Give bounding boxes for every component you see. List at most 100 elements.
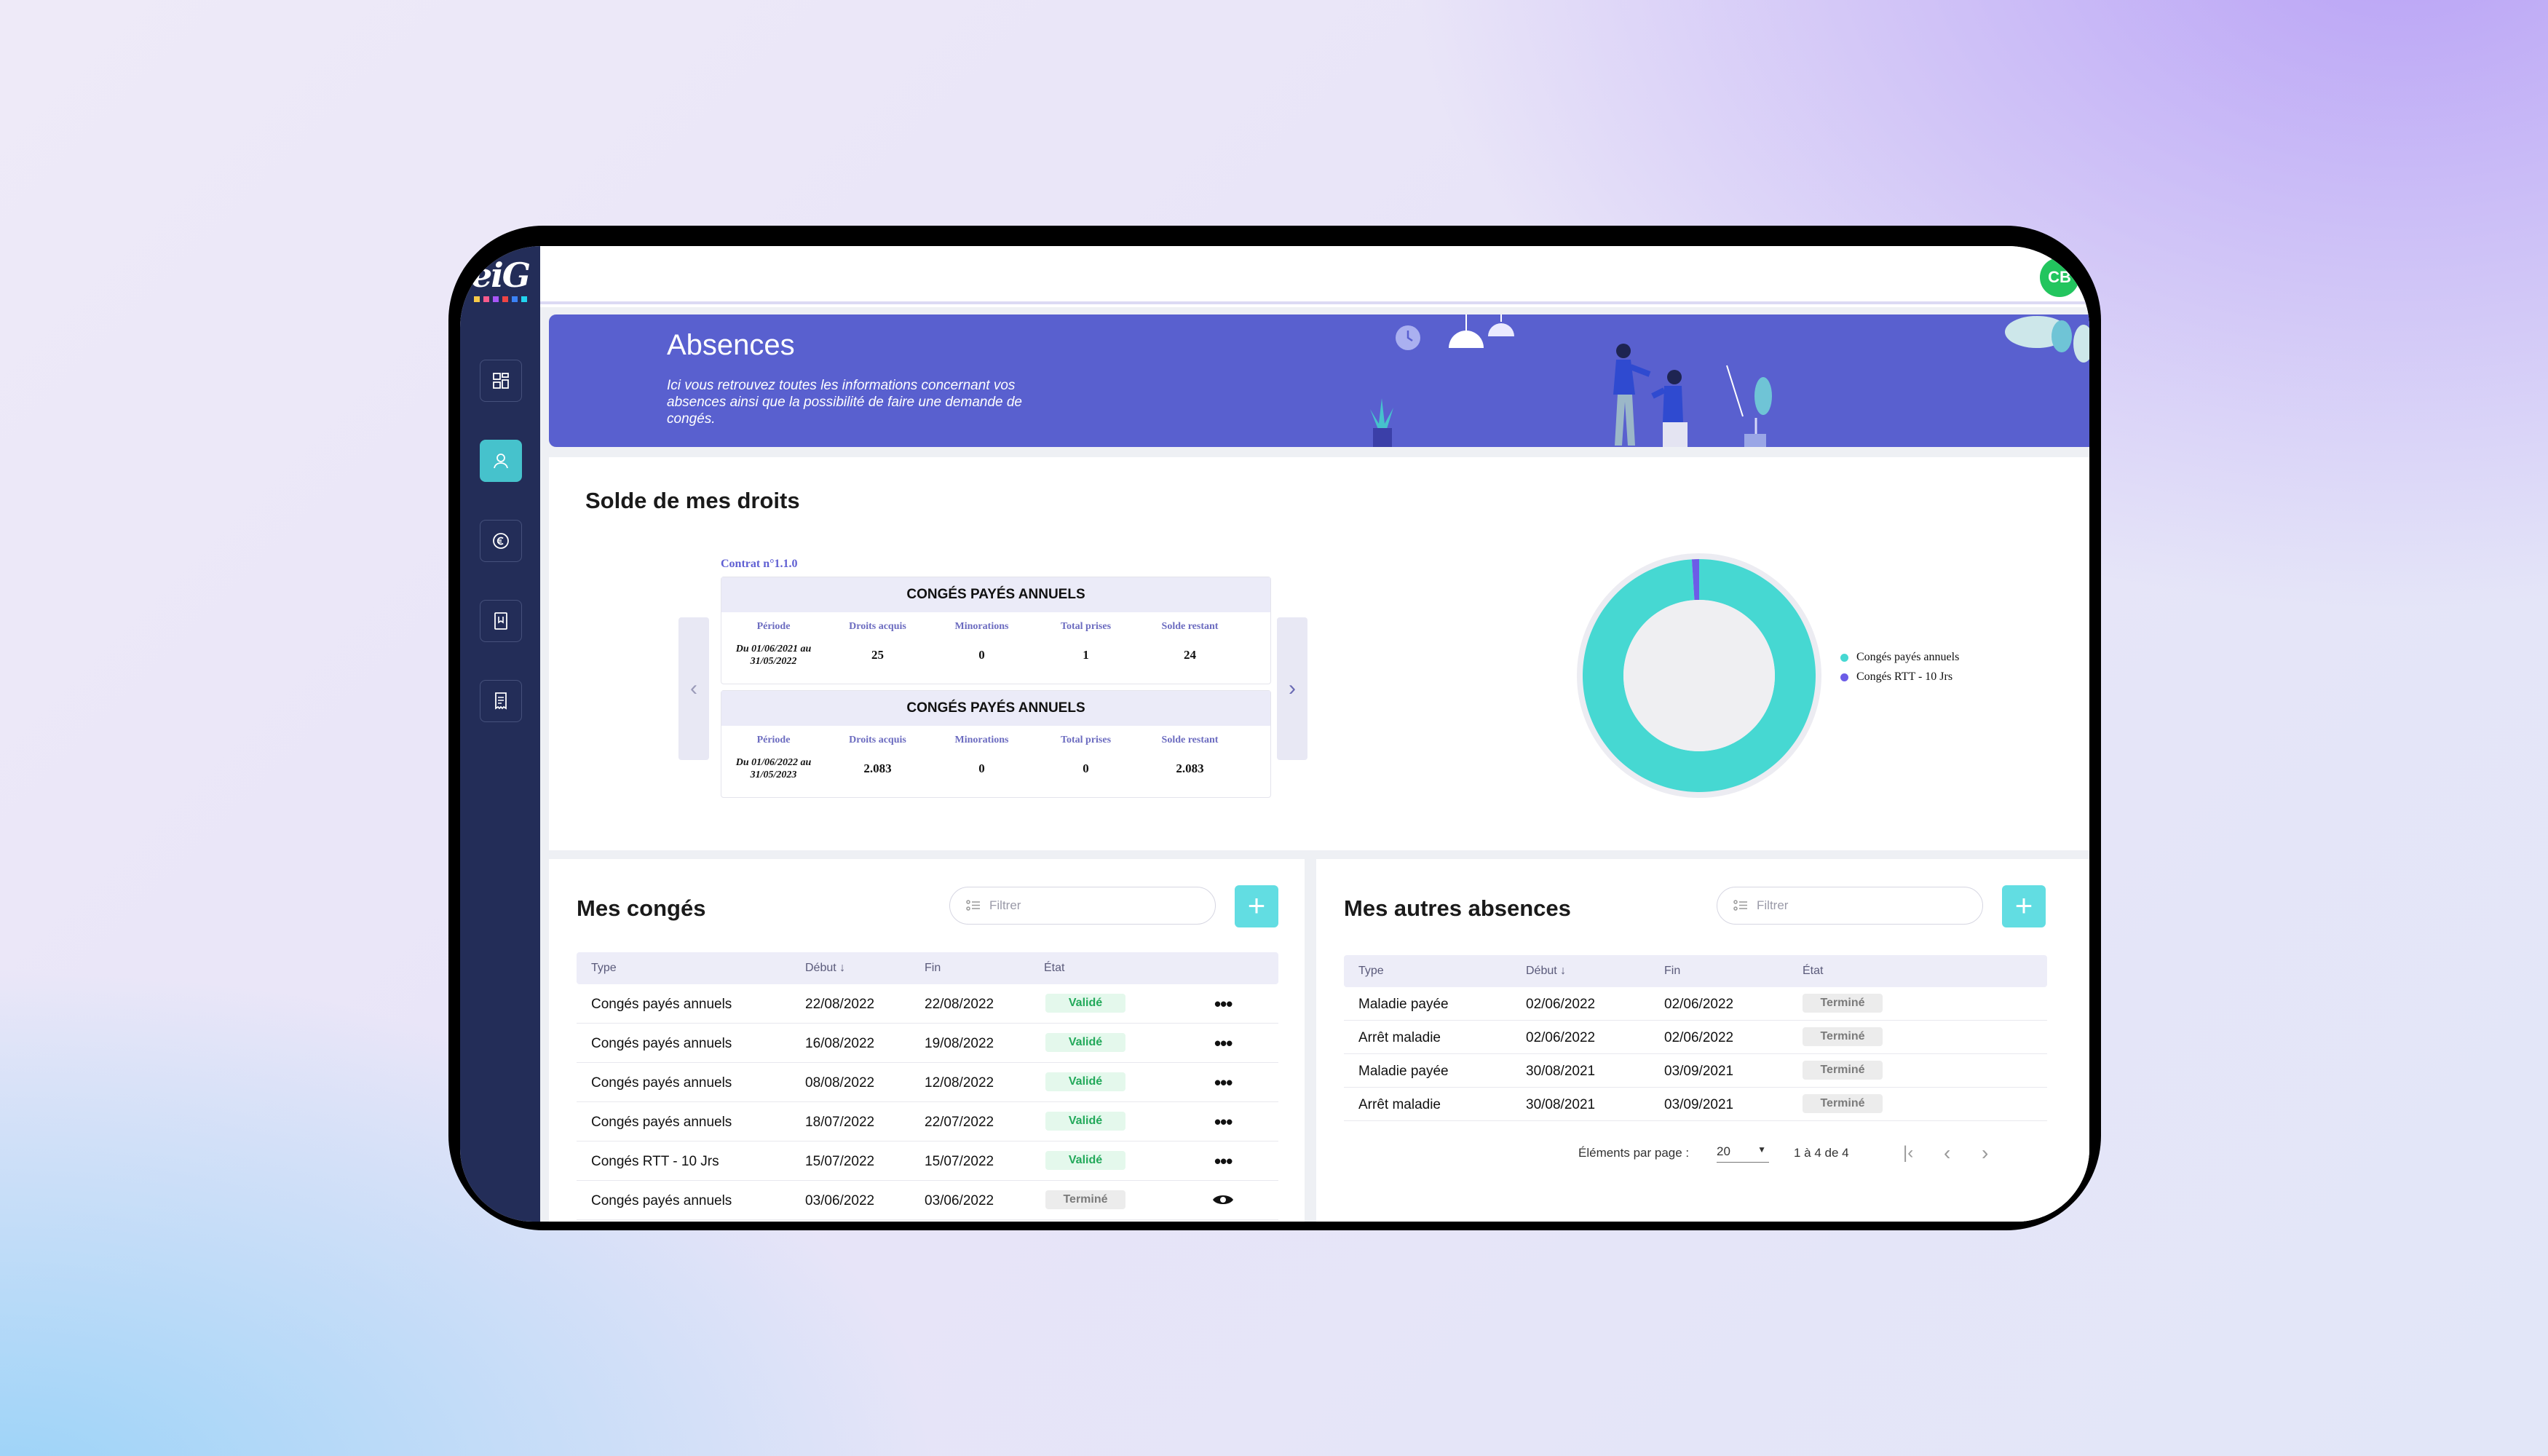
fin-cell: 03/09/2021 [1664, 1097, 1734, 1112]
type-cell: Congés payés annuels [591, 1036, 732, 1051]
status-badge: Terminé [1803, 1094, 1883, 1113]
logo[interactable]: eiG [460, 246, 540, 313]
page-size-value: 20 [1717, 1144, 1730, 1158]
col-minorations: Minorations [954, 621, 1009, 632]
col-total-prises: Total prises [1060, 621, 1112, 632]
status-badge: Validé [1045, 994, 1125, 1013]
fin-cell: 03/06/2022 [925, 1193, 994, 1208]
type-cell: Maladie payée [1358, 997, 1449, 1012]
absence-donut-chart [1577, 553, 1821, 798]
next-page-icon[interactable]: › [1982, 1142, 1989, 1164]
receipt-icon [495, 692, 507, 710]
status-badge: Validé [1045, 1151, 1125, 1170]
col-fin[interactable]: Fin [925, 962, 941, 974]
col-fin[interactable]: Fin [1664, 965, 1681, 977]
table-row[interactable]: Maladie payée 02/06/2022 02/06/2022 Term… [1344, 987, 2047, 1021]
contract-label: Contrat n°1.1.0 [721, 558, 798, 570]
logo-text: eiG [470, 256, 531, 295]
page-size-select[interactable]: 20 ▼ [1717, 1144, 1769, 1163]
filter-placeholder: Filtrer [989, 898, 1021, 912]
type-cell: Maladie payée [1358, 1064, 1449, 1079]
rights-table-header: Période Droits acquis Minorations Total … [721, 726, 1270, 746]
bookmark-icon [494, 612, 507, 630]
logo-dots [473, 296, 527, 302]
page-banner: Absences Ici vous retrouvez toutes les i… [549, 314, 2089, 447]
status-badge: Validé [1045, 1072, 1125, 1091]
sidebar-item-bookmarks[interactable] [480, 600, 522, 642]
table-row[interactable]: Arrêt maladie 02/06/2022 02/06/2022 Term… [1344, 1021, 2047, 1054]
sidebar-item-absences[interactable] [480, 440, 522, 482]
debut-cell: 30/08/2021 [1526, 1064, 1596, 1079]
period-cell: Du 01/06/2021 au 31/05/2022 [735, 644, 812, 667]
page-description: Ici vous retrouvez toutes les informatio… [667, 378, 1022, 427]
sidebar-item-documents[interactable] [480, 680, 522, 722]
more-options-icon[interactable]: ••• [1214, 993, 1233, 1015]
status-badge: Validé [1045, 1033, 1125, 1052]
app-screen: eiG CB [460, 246, 2089, 1222]
main-content: Absences Ici vous retrouvez toutes les i… [540, 307, 2089, 1222]
fin-cell: 02/06/2022 [1664, 997, 1734, 1012]
prises-cell: 1 [1083, 648, 1089, 662]
col-droits-acquis: Droits acquis [849, 735, 906, 745]
table-row[interactable]: Congés payés annuels 18/07/2022 22/07/20… [577, 1102, 1278, 1142]
col-etat[interactable]: État [1044, 962, 1065, 974]
table-row[interactable]: Congés payés annuels 03/06/2022 03/06/20… [577, 1181, 1278, 1220]
debut-cell: 02/06/2022 [1526, 997, 1596, 1012]
col-debut-sort[interactable]: Début ↓ [805, 962, 845, 975]
period-cell: Du 01/06/2022 au 31/05/2023 [735, 757, 812, 780]
table-row[interactable]: Congés payés annuels 22/08/2022 22/08/20… [577, 984, 1278, 1024]
solde-cell: 24 [1184, 648, 1196, 662]
col-solde-restant: Solde restant [1161, 735, 1219, 745]
type-cell: Congés payés annuels [591, 997, 732, 1012]
acquis-cell: 2.083 [863, 761, 892, 775]
more-options-icon[interactable]: ••• [1214, 1150, 1233, 1172]
col-type[interactable]: Type [591, 962, 617, 974]
carousel-prev-button[interactable]: ‹ [678, 617, 709, 760]
filter-icon [1733, 900, 1747, 911]
col-debut: Début [805, 962, 836, 974]
table-row[interactable]: Congés RTT - 10 Jrs 15/07/2022 15/07/202… [577, 1142, 1278, 1181]
table-row[interactable]: Arrêt maladie 30/08/2021 03/09/2021 Term… [1344, 1088, 2047, 1121]
filter-placeholder: Filtrer [1757, 898, 1789, 912]
debut-cell: 15/07/2022 [805, 1154, 875, 1169]
prev-page-icon[interactable]: ‹ [1944, 1142, 1951, 1164]
type-cell: Arrêt maladie [1358, 1097, 1441, 1112]
status-badge: Terminé [1803, 1027, 1883, 1046]
solde-card: Solde de mes droits Contrat n°1.1.0 ‹ › … [549, 457, 2089, 850]
more-options-icon[interactable]: ••• [1214, 1111, 1233, 1133]
rights-table: CONGÉS PAYÉS ANNUELS Période Droits acqu… [721, 577, 1271, 684]
table-row[interactable]: Maladie payée 30/08/2021 03/09/2021 Term… [1344, 1054, 2047, 1088]
first-page-icon[interactable]: |‹ [1903, 1143, 1914, 1163]
col-debut-sort[interactable]: Début ↓ [1526, 965, 1566, 978]
user-icon [494, 454, 508, 469]
absences-filter-input[interactable]: Filtrer [1717, 887, 1983, 925]
table-row[interactable]: Congés payés annuels 16/08/2022 19/08/20… [577, 1024, 1278, 1063]
eye-icon[interactable] [1211, 1192, 1235, 1207]
col-type[interactable]: Type [1358, 965, 1384, 977]
avatar[interactable]: CB [2040, 258, 2079, 297]
filter-icon [966, 900, 980, 911]
col-droits-acquis: Droits acquis [849, 621, 906, 632]
carousel-next-button[interactable]: › [1277, 617, 1307, 760]
add-absence-button[interactable]: + [2002, 885, 2046, 927]
solde-title: Solde de mes droits [585, 488, 800, 513]
add-conge-button[interactable]: + [1235, 885, 1278, 927]
conges-filter-input[interactable]: Filtrer [949, 887, 1216, 925]
euro-icon [493, 533, 509, 549]
arrow-down-icon: ↓ [839, 962, 846, 974]
col-etat[interactable]: État [1803, 965, 1824, 977]
status-badge: Terminé [1803, 994, 1883, 1013]
page-title: Absences [667, 329, 795, 361]
type-cell: Congés payés annuels [591, 1193, 732, 1208]
legend-item: Congés RTT - 10 Jrs [1840, 670, 1959, 684]
col-minorations: Minorations [954, 735, 1009, 745]
fin-cell: 22/07/2022 [925, 1115, 994, 1130]
more-options-icon[interactable]: ••• [1214, 1072, 1233, 1093]
more-options-icon[interactable]: ••• [1214, 1032, 1233, 1054]
solde-cell: 2.083 [1176, 761, 1204, 775]
sidebar-item-finance[interactable] [480, 520, 522, 562]
conges-table-header: Type Début ↓ Fin État [577, 952, 1278, 984]
rights-table: CONGÉS PAYÉS ANNUELS Période Droits acqu… [721, 690, 1271, 798]
table-row[interactable]: Congés payés annuels 08/08/2022 12/08/20… [577, 1063, 1278, 1102]
sidebar-item-dashboard[interactable] [480, 360, 522, 402]
